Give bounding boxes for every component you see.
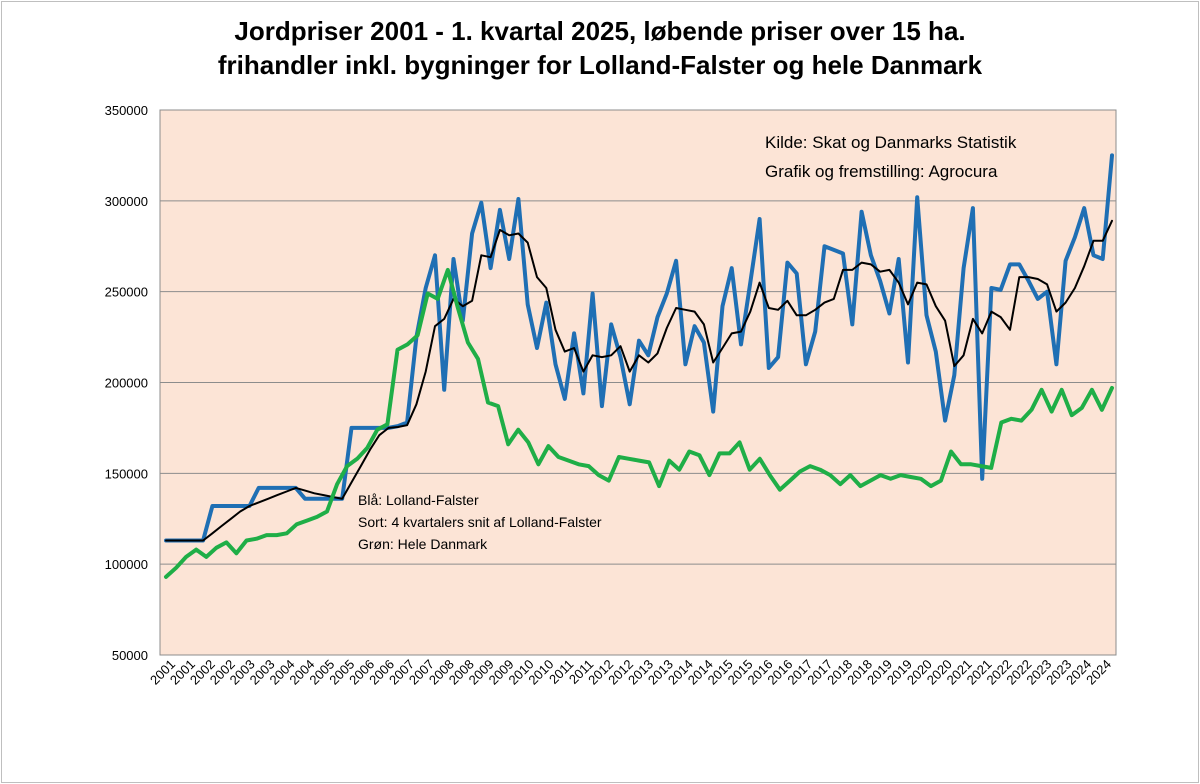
legend-text-blue: Blå: Lolland-Falster bbox=[358, 492, 479, 508]
series-line-4q-average bbox=[165, 219, 1113, 542]
y-axis-tick-labels: 50000 100000 150000 200000 250000 300000 35000… bbox=[105, 103, 148, 663]
series-line-lolland-falster bbox=[164, 153, 1114, 543]
x-axis-tick-labels: 2001200120022002200320032004200420052005… bbox=[147, 657, 1114, 688]
y-tick-label: 50000 bbox=[112, 648, 148, 663]
y-tick-label: 250000 bbox=[105, 285, 148, 300]
y-tick-label: 200000 bbox=[105, 376, 148, 391]
y-tick-label: 300000 bbox=[105, 194, 148, 209]
chart-title-line-2: frihandler inkl. bygninger for Lolland-F… bbox=[217, 50, 983, 80]
series-line-hele-danmark bbox=[164, 267, 1114, 579]
legend-text-black: Sort: 4 kvartalers snit af Lolland-Falst… bbox=[358, 514, 602, 530]
chart-title-line-1: Jordpriser 2001 - 1. kvartal 2025, løben… bbox=[234, 16, 966, 46]
legend-text-green: Grøn: Hele Danmark bbox=[358, 536, 488, 552]
annotation-source: Kilde: Skat og Danmarks Statistik bbox=[765, 133, 1017, 152]
y-tick-label: 350000 bbox=[105, 103, 148, 118]
gridlines bbox=[160, 200, 1116, 565]
annotation-credit: Grafik og fremstilling: Agrocura bbox=[765, 162, 998, 181]
chart-title: Jordpriser 2001 - 1. kvartal 2025, løben… bbox=[0, 14, 1200, 82]
series-lines bbox=[164, 153, 1114, 579]
y-tick-label: 100000 bbox=[105, 557, 148, 572]
y-tick-label: 150000 bbox=[105, 466, 148, 481]
